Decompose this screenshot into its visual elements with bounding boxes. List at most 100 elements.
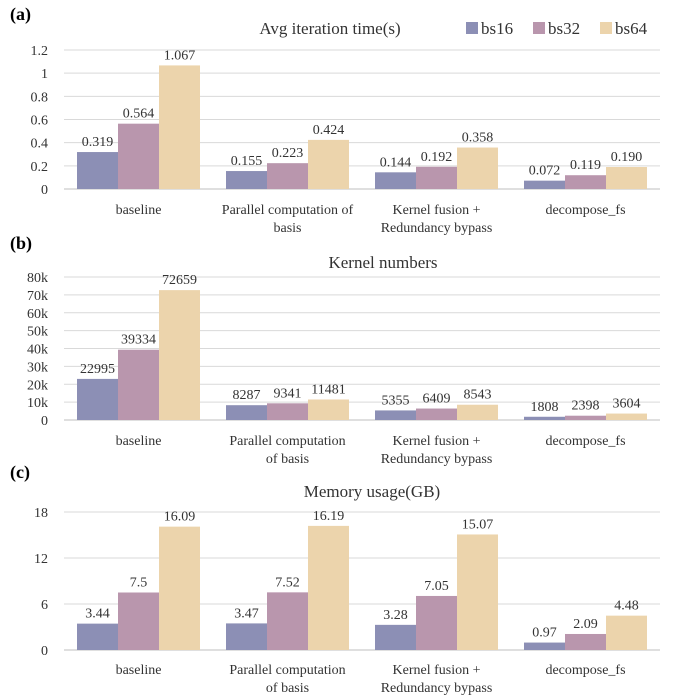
data-label: 3.44 xyxy=(85,607,110,622)
data-label: 0.319 xyxy=(82,135,114,150)
bar-bs16 xyxy=(226,405,267,420)
data-label: 0.564 xyxy=(123,107,155,122)
legend-label-bs16: bs16 xyxy=(481,19,513,38)
y-tick-label: 60k xyxy=(27,307,48,322)
category-label: Kernel fusion + xyxy=(393,434,481,449)
category-label: baseline xyxy=(116,663,162,678)
bar-bs64 xyxy=(606,615,647,650)
data-label: 3604 xyxy=(613,397,641,412)
data-label: 6409 xyxy=(423,392,451,407)
bar-bs32 xyxy=(118,349,159,420)
data-label: 8287 xyxy=(233,388,261,403)
data-label: 16.19 xyxy=(313,509,345,524)
category-label: baseline xyxy=(116,434,162,449)
panel-label: (b) xyxy=(10,233,32,254)
category-label: Parallel computation xyxy=(229,663,345,678)
bar-bs32 xyxy=(118,592,159,650)
category-label: Redundancy bypass xyxy=(381,681,493,696)
y-tick-label: 0 xyxy=(41,414,48,429)
bar-bs64 xyxy=(308,139,349,189)
panel-label: (a) xyxy=(10,4,31,25)
bar-bs32 xyxy=(267,592,308,650)
bar-bs32 xyxy=(565,175,606,189)
bar-bs32 xyxy=(118,123,159,189)
category-label: decompose_fs xyxy=(545,434,625,449)
data-label: 2.09 xyxy=(573,617,598,632)
chart-panel-b: (b) Kernel numbers 0 10k 20k 30k 40k 50k 60k 70k 8… xyxy=(10,233,660,467)
bar-bs16 xyxy=(375,410,416,420)
bar-bs64 xyxy=(606,413,647,420)
category-label: basis xyxy=(274,221,302,236)
y-tick-label: 50k xyxy=(27,325,48,340)
chart-title: Kernel numbers xyxy=(328,253,437,272)
bar-bs16 xyxy=(375,172,416,189)
data-label: 0.190 xyxy=(611,150,643,165)
y-tick-label: 40k xyxy=(27,343,48,358)
data-label: 9341 xyxy=(274,386,302,401)
y-tick-label: 6 xyxy=(41,598,48,613)
bar-bs16 xyxy=(524,642,565,650)
chart-title: Avg iteration time(s) xyxy=(259,19,400,38)
data-label: 4.48 xyxy=(614,599,639,614)
category-label: decompose_fs xyxy=(545,203,625,218)
bar-bs32 xyxy=(565,633,606,650)
data-label: 0.072 xyxy=(529,164,561,179)
y-tick-label: 1.2 xyxy=(31,44,49,59)
bar-bs64 xyxy=(308,399,349,420)
data-label: 0.119 xyxy=(570,158,601,173)
y-tick-label: 20k xyxy=(27,378,48,393)
y-tick-label: 12 xyxy=(34,552,48,567)
bar-bs64 xyxy=(457,404,498,420)
data-label: 0.192 xyxy=(421,150,453,165)
data-label: 7.5 xyxy=(130,576,148,591)
data-label: 0.223 xyxy=(272,146,304,161)
category-label: Parallel computation xyxy=(229,434,345,449)
data-label: 22995 xyxy=(80,362,115,377)
data-label: 7.52 xyxy=(275,575,300,590)
y-tick-label: 1 xyxy=(41,67,48,82)
legend-label-bs32: bs32 xyxy=(548,19,580,38)
legend-swatch-bs32 xyxy=(533,22,545,34)
bar-bs16 xyxy=(77,378,118,420)
y-tick-label: 30k xyxy=(27,360,48,375)
data-label: 3.28 xyxy=(383,608,408,623)
data-label: 0.97 xyxy=(532,626,557,641)
y-tick-label: 70k xyxy=(27,289,48,304)
bar-bs16 xyxy=(524,416,565,420)
bar-bs32 xyxy=(416,166,457,189)
bar-bs16 xyxy=(77,152,118,189)
category-label: decompose_fs xyxy=(545,663,625,678)
data-label: 0.155 xyxy=(231,154,263,169)
bar-bs16 xyxy=(226,171,267,189)
bar-bs16 xyxy=(226,623,267,650)
y-tick-label: 0.2 xyxy=(31,160,49,175)
category-label: Redundancy bypass xyxy=(381,452,493,467)
category-label: Kernel fusion + xyxy=(393,203,481,218)
data-label: 0.144 xyxy=(380,155,412,170)
chart-panel-a: (a) Avg iteration time(s) 0 0.2 0.4 0.6 0.8 1 1.… xyxy=(10,4,660,236)
bar-bs32 xyxy=(267,163,308,189)
data-label: 11481 xyxy=(311,382,345,397)
legend-label-bs64: bs64 xyxy=(615,19,648,38)
data-label: 1.067 xyxy=(164,48,196,63)
bar-bs64 xyxy=(159,65,200,189)
bar-bs64 xyxy=(457,534,498,650)
legend-swatch-bs16 xyxy=(466,22,478,34)
bar-bs64 xyxy=(308,525,349,650)
y-tick-label: 0 xyxy=(41,644,48,659)
y-tick-label: 0.8 xyxy=(31,90,49,105)
category-label: baseline xyxy=(116,203,162,218)
y-tick-label: 0.6 xyxy=(31,114,49,129)
bar-bs16 xyxy=(77,623,118,650)
bar-bs64 xyxy=(159,526,200,650)
panel-label: (c) xyxy=(10,462,30,483)
bar-bs32 xyxy=(565,415,606,420)
bar-bs32 xyxy=(416,408,457,420)
y-tick-label: 0 xyxy=(41,183,48,198)
y-tick-label: 10k xyxy=(27,396,48,411)
category-label: Redundancy bypass xyxy=(381,221,493,236)
data-label: 7.05 xyxy=(424,579,449,594)
category-label: Parallel computation of xyxy=(222,203,354,218)
category-label: Kernel fusion + xyxy=(393,663,481,678)
